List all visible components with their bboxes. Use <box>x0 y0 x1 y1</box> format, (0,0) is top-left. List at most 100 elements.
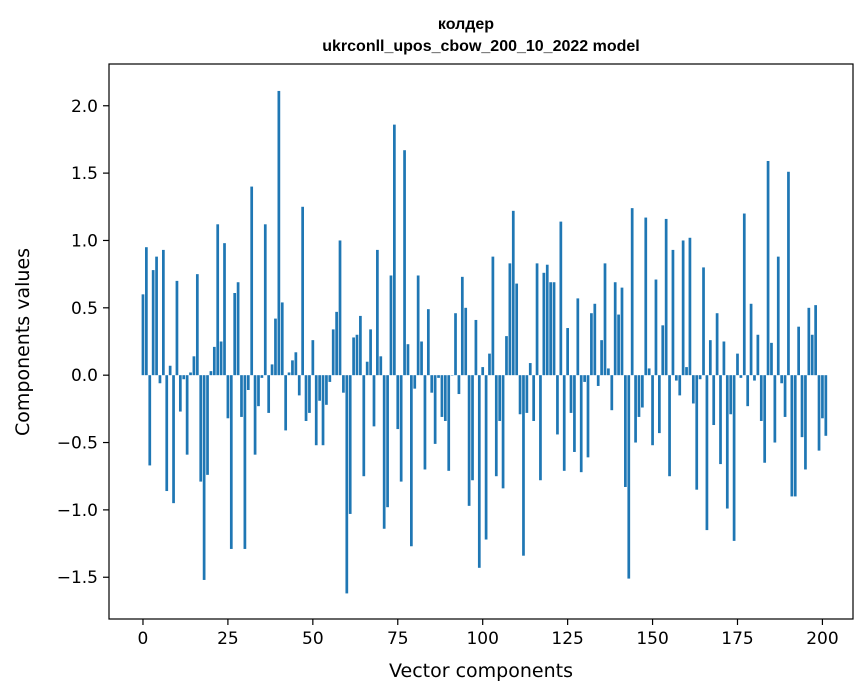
bar-26 <box>229 375 233 549</box>
y-tick-label-4: 0.0 <box>71 366 98 386</box>
chart-title-line-1: колдер <box>438 16 494 33</box>
bar-41 <box>280 302 284 376</box>
bar-156 <box>671 249 675 376</box>
bar-198 <box>814 305 817 376</box>
bar-86 <box>433 375 437 444</box>
bar-186 <box>773 375 777 443</box>
plot-frame <box>108 63 854 620</box>
bar-17 <box>199 375 203 482</box>
bar-153 <box>661 325 665 376</box>
bar-185 <box>770 342 773 376</box>
bar-29 <box>240 375 243 417</box>
bar-96 <box>467 375 471 506</box>
bar-149 <box>647 368 651 376</box>
bar-134 <box>596 375 600 386</box>
bar-191 <box>790 375 794 497</box>
bar-117 <box>539 375 542 481</box>
bar-146 <box>637 375 641 417</box>
y-tick-label-5: −0.5 <box>57 434 98 454</box>
bar-163 <box>695 375 699 490</box>
bar-10 <box>175 280 179 376</box>
bar-154 <box>664 218 668 376</box>
bar-53 <box>321 375 325 446</box>
bar-89 <box>443 375 447 421</box>
y-tick-label-7: −1.5 <box>57 568 98 588</box>
bar-60 <box>345 375 349 594</box>
bar-28 <box>236 282 240 376</box>
bar-139 <box>613 282 617 376</box>
bar-13 <box>185 375 189 455</box>
bar-145 <box>634 375 637 443</box>
bar-36 <box>263 224 267 376</box>
bar-184 <box>766 160 770 376</box>
bar-106 <box>501 375 505 489</box>
bar-8 <box>168 365 172 376</box>
x-tick-label-200: 200 <box>806 629 838 649</box>
bar-72 <box>386 375 389 508</box>
x-tick-label-100: 100 <box>466 629 498 649</box>
bar-173 <box>729 375 733 415</box>
bar-56 <box>331 329 335 376</box>
bar-90 <box>447 375 451 471</box>
bar-35 <box>260 375 264 378</box>
bar-79 <box>410 375 413 547</box>
bar-111 <box>518 375 522 415</box>
bar-104 <box>494 375 498 477</box>
bar-99 <box>477 375 481 568</box>
bar-7 <box>165 375 169 492</box>
bar-76 <box>399 375 403 482</box>
bar-159 <box>681 240 685 376</box>
bar-71 <box>382 375 386 529</box>
bar-147 <box>641 375 644 408</box>
bar-197 <box>810 334 814 376</box>
bar-6 <box>162 249 165 376</box>
bar-143 <box>627 375 631 579</box>
bar-199 <box>817 375 821 451</box>
bar-30 <box>243 375 247 549</box>
y-tick-label-1: 1.5 <box>71 164 98 184</box>
bar-40 <box>277 90 281 376</box>
bar-107 <box>505 336 508 376</box>
bar-61 <box>348 375 352 514</box>
bar-201 <box>824 375 828 436</box>
bar-180 <box>753 375 756 381</box>
bar-179 <box>749 303 753 376</box>
bar-194 <box>800 375 804 438</box>
x-tick-label-25: 25 <box>217 629 239 649</box>
bar-33 <box>253 375 257 455</box>
bar-188 <box>780 375 784 384</box>
bar-69 <box>376 249 379 376</box>
x-axis-label: Vector components <box>389 660 573 682</box>
bar-136 <box>603 263 607 376</box>
bar-168 <box>712 375 716 426</box>
bar-118 <box>542 272 546 376</box>
bar-122 <box>556 375 559 435</box>
bar-37 <box>267 375 271 413</box>
bar-115 <box>532 375 536 421</box>
bar-150 <box>651 375 654 446</box>
x-tick-label-50: 50 <box>302 629 324 649</box>
bar-70 <box>379 356 383 376</box>
y-axis-label: Components values <box>12 248 34 436</box>
bar-19 <box>206 375 209 475</box>
bar-105 <box>498 375 502 421</box>
bar-93 <box>457 375 461 395</box>
bar-101 <box>484 375 488 540</box>
x-tick-label-125: 125 <box>551 629 583 649</box>
bar-160 <box>685 367 688 376</box>
bar-25 <box>226 375 230 419</box>
bar-140 <box>617 314 620 376</box>
bar-144 <box>630 208 634 376</box>
bar-142 <box>624 375 627 487</box>
x-tick-label-175: 175 <box>721 629 753 649</box>
bar-43 <box>287 372 291 376</box>
x-tick-label-0: 0 <box>138 629 149 649</box>
bar-14 <box>189 372 192 376</box>
bar-166 <box>705 375 709 531</box>
bar-127 <box>573 375 576 452</box>
bar-16 <box>195 274 199 376</box>
bar-73 <box>389 275 393 376</box>
x-tick-label-150: 150 <box>636 629 668 649</box>
bar-113 <box>525 375 529 413</box>
